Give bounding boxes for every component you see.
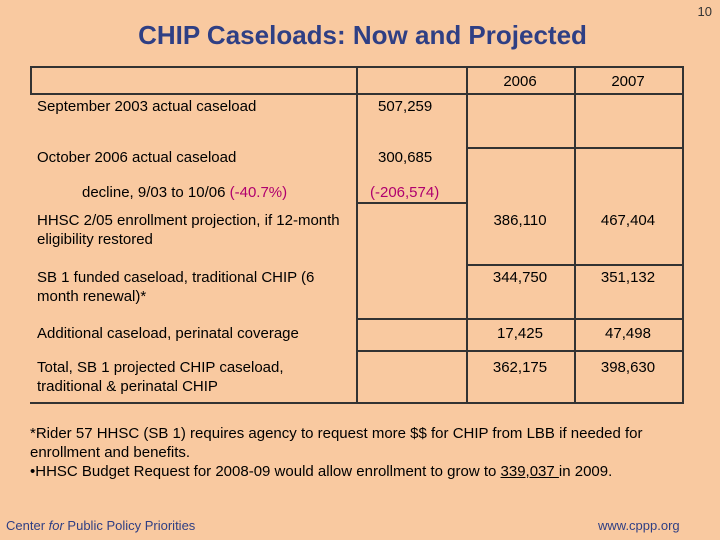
footnote-rider: *Rider 57 HHSC (SB 1) requires agency to… xyxy=(30,425,643,461)
org-name-start: Center xyxy=(6,518,49,533)
row-label-oct-2006: October 2006 actual caseload xyxy=(37,149,237,166)
row-line-2 xyxy=(356,202,466,204)
footnote: *Rider 57 HHSC (SB 1) requires agency to… xyxy=(30,424,700,481)
org-name-for: for xyxy=(48,518,64,533)
value-decline-actual: (-206,574) xyxy=(370,184,440,201)
footer-url[interactable]: www.cppp.org xyxy=(598,518,680,533)
row-line-3 xyxy=(466,264,684,266)
row-label-hhsc-projection: HHSC 2/05 enrollment projection, if 12-m… xyxy=(37,212,340,248)
value-hhsc-2007: 467,404 xyxy=(600,212,656,229)
col-line-2 xyxy=(466,66,468,404)
row-label-perinatal: Additional caseload, perinatal coverage xyxy=(37,325,299,342)
decline-label-text: decline, 9/03 to 10/06 xyxy=(82,184,230,201)
footnote-budget-request: •HHSC Budget Request for 2008-09 would a… xyxy=(30,462,700,481)
value-total-2007: 398,630 xyxy=(600,359,656,376)
row-label-decline: decline, 9/03 to 10/06 (-40.7%) xyxy=(82,183,352,202)
row-label-total: Total, SB 1 projected CHIP caseload, tra… xyxy=(37,359,284,395)
table-border-right xyxy=(682,66,684,404)
caseload-table xyxy=(30,66,684,404)
value-perinatal-2007: 47,498 xyxy=(605,325,651,342)
budget-suffix: in 2009. xyxy=(558,463,613,480)
row-line-1 xyxy=(466,147,684,149)
value-sb1-traditional-2007: 351,132 xyxy=(600,269,656,286)
row-line-4 xyxy=(356,318,684,320)
col-header-2007: 2007 xyxy=(611,73,645,90)
value-oct-2006-actual: 300,685 xyxy=(378,149,433,166)
slide-title: CHIP Caseloads: Now and Projected xyxy=(138,20,587,50)
col-header-2006: 2006 xyxy=(503,73,537,90)
row-line-5 xyxy=(356,350,684,352)
col-line-1 xyxy=(356,66,358,404)
value-total-2006: 362,175 xyxy=(492,359,548,376)
budget-text: •HHSC Budget Request for 2008-09 would a… xyxy=(30,463,501,480)
row-label-sept-2003: September 2003 actual caseload xyxy=(37,98,257,115)
value-hhsc-2006: 386,110 xyxy=(493,212,547,229)
decline-percent: (-40.7%) xyxy=(229,184,288,201)
footer-organization: Center for Public Policy Priorities xyxy=(6,518,195,533)
value-sb1-traditional-2006: 344,750 xyxy=(492,269,548,286)
budget-value: 339,037 xyxy=(500,463,559,480)
col-line-3 xyxy=(574,66,576,404)
value-perinatal-2006: 17,425 xyxy=(497,325,543,342)
org-name-end: Public Policy Priorities xyxy=(63,518,196,533)
slide-number: 10 xyxy=(697,4,712,19)
value-sept-2003-actual: 507,259 xyxy=(378,98,433,115)
table-border-left xyxy=(30,66,32,95)
row-label-sb1-traditional: SB 1 funded caseload, traditional CHIP (… xyxy=(37,269,315,305)
